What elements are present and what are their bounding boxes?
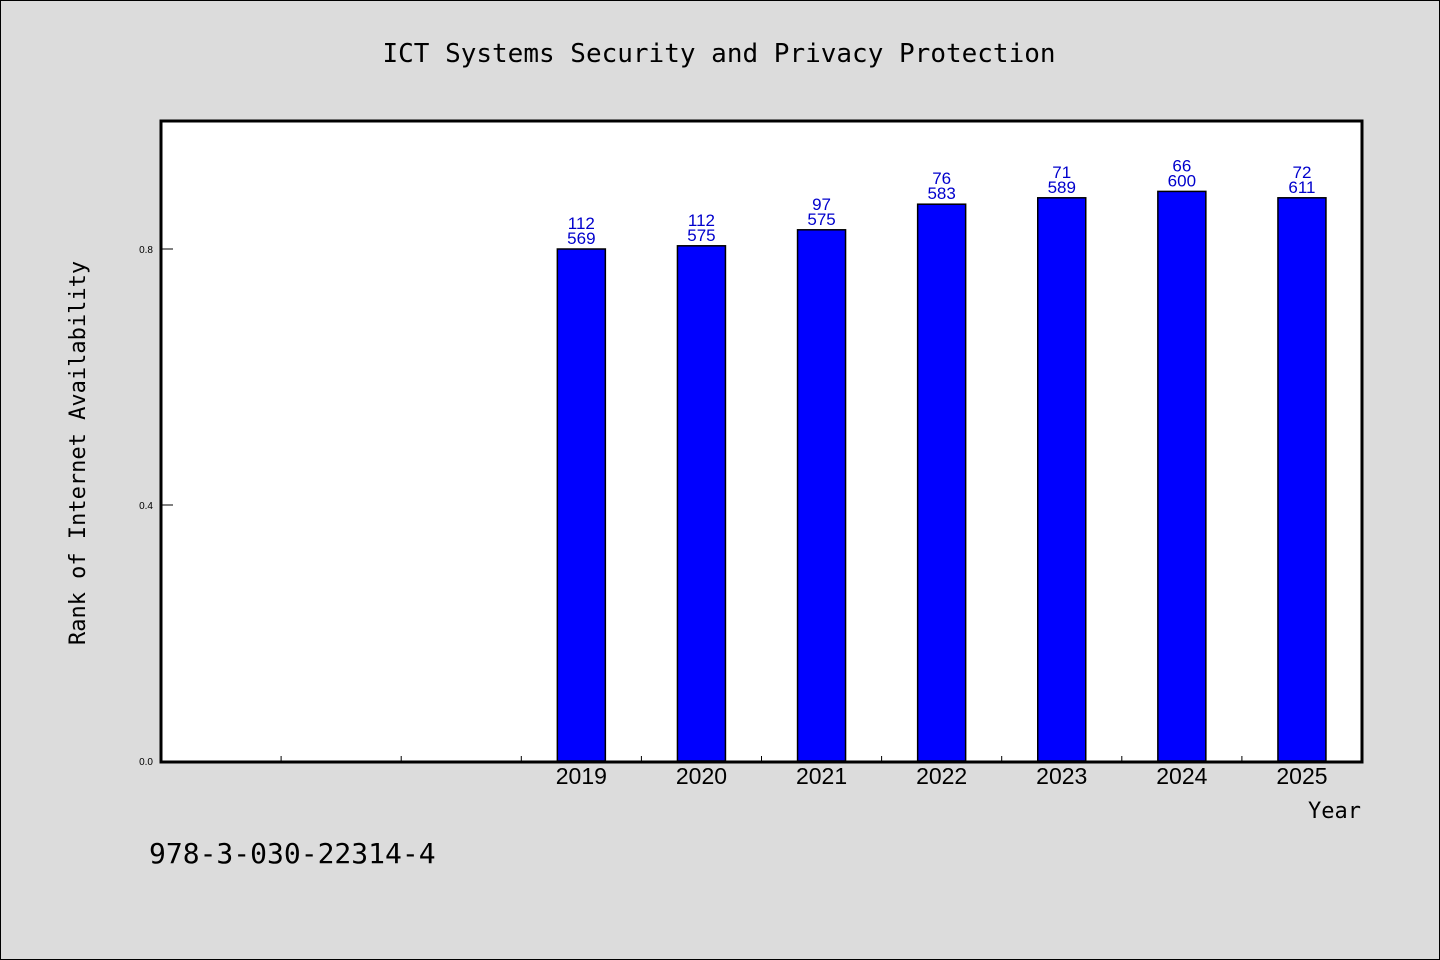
x-tick-label: 2024	[1156, 763, 1207, 789]
y-tick-label: 0.8	[139, 245, 153, 256]
y-tick-label: 0.4	[139, 501, 153, 512]
bar-2024	[1157, 190, 1207, 762]
data-label-bottom: 575	[807, 210, 835, 229]
data-label-bottom: 589	[1048, 178, 1076, 197]
isbn-label: 978-3-030-22314-4	[149, 837, 436, 870]
bar-2021	[796, 229, 847, 762]
bars-group	[556, 190, 1327, 762]
y-tick-label: 0.0	[139, 757, 153, 768]
data-label-top: 97	[812, 195, 831, 214]
x-tick-label: 2021	[796, 763, 847, 789]
data-label-bottom: 575	[687, 226, 715, 245]
chart-title: ICT Systems Security and Privacy Protect…	[382, 39, 1055, 69]
data-label-bottom: 583	[927, 184, 955, 203]
y-axis-title: Rank of Internet Availability	[66, 261, 91, 645]
data-label-top: 71	[1052, 163, 1071, 182]
bar-2025	[1277, 197, 1327, 762]
x-axis: 2019 2020 2021 2022 2023 2024 2025	[280, 756, 1328, 789]
bar-2022	[916, 203, 967, 762]
y-axis: 0.0 0.4 0.8	[139, 245, 173, 768]
x-axis-title: Year	[1308, 799, 1361, 824]
data-label-top: 112	[688, 211, 715, 230]
bar-2023	[1037, 197, 1087, 762]
data-label-bottom: 611	[1288, 178, 1315, 197]
x-tick-label: 2020	[676, 763, 727, 789]
data-label-top: 112	[568, 214, 595, 233]
bar-2019	[556, 248, 607, 762]
bar-2020	[676, 245, 727, 762]
x-tick-label: 2022	[916, 763, 967, 789]
data-label-bottom: 569	[567, 229, 595, 248]
data-label-top: 72	[1292, 163, 1311, 182]
data-label-bottom: 600	[1168, 171, 1196, 190]
data-label-top: 66	[1172, 156, 1191, 175]
x-tick-label: 2025	[1276, 763, 1327, 789]
data-label-top: 76	[932, 169, 951, 188]
x-tick-label: 2023	[1036, 763, 1087, 789]
x-tick-label: 2019	[556, 763, 607, 789]
